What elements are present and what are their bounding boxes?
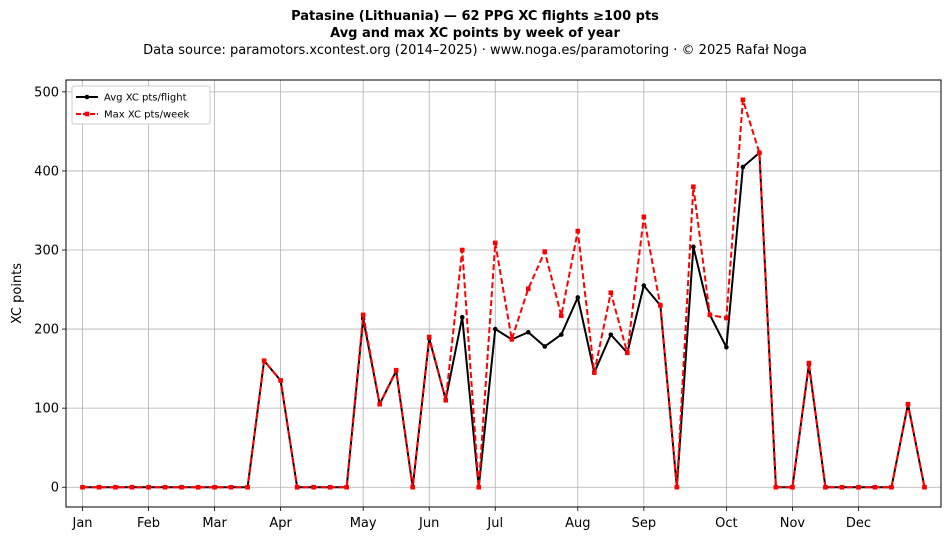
- data-point-max: [443, 397, 449, 403]
- grid-lines: [66, 80, 941, 507]
- legend: Avg XC pts/flight Max XC pts/week: [71, 85, 211, 125]
- data-point-max: [360, 312, 366, 318]
- data-point-max: [393, 367, 399, 373]
- data-point-max: [674, 484, 680, 490]
- data-point-max: [625, 350, 630, 356]
- x-tick-label: Apr: [269, 516, 292, 531]
- data-point-max: [80, 484, 85, 490]
- data-point-max: [773, 484, 779, 490]
- x-tick-label: May: [350, 516, 377, 531]
- data-point-max: [344, 484, 349, 490]
- data-point-max: [96, 484, 102, 490]
- plot-frame: [65, 79, 942, 508]
- data-point-max: [113, 484, 118, 490]
- x-tick-label: Jun: [418, 516, 439, 531]
- y-axis-ticks: 0 100 200 300 400 500: [34, 85, 66, 496]
- data-point-max: [509, 337, 515, 342]
- legend-marker-max: [84, 111, 90, 117]
- x-tick-label: Sep: [632, 516, 657, 531]
- data-point-max: [806, 360, 812, 366]
- x-axis-ticks: Jan Feb Mar Apr May Jun Jul Aug Sep Oct Nov Dec: [71, 507, 871, 531]
- data-point-max: [459, 247, 465, 253]
- x-tick-label: Dec: [846, 516, 871, 531]
- x-tick-label: Jan: [71, 516, 92, 531]
- data-point-max: [856, 484, 861, 490]
- data-point-max: [410, 484, 415, 490]
- data-point-max: [195, 484, 201, 490]
- data-point-max: [542, 249, 548, 254]
- data-point-max: [905, 401, 911, 407]
- data-point-max: [558, 313, 564, 318]
- data-point-max: [691, 184, 696, 190]
- data-point-avg: [724, 344, 729, 350]
- data-point-max: [146, 484, 151, 490]
- data-point-max: [212, 484, 217, 490]
- data-point-avg: [641, 283, 647, 288]
- data-point-max: [707, 312, 713, 318]
- data-point-max: [757, 150, 762, 156]
- data-point-max: [525, 286, 531, 292]
- data-point-max: [162, 484, 168, 490]
- legend-box: [71, 85, 211, 125]
- data-point-avg: [542, 344, 548, 349]
- data-point-max: [608, 290, 614, 296]
- x-tick-label: Oct: [715, 516, 737, 531]
- data-point-max: [377, 401, 382, 407]
- x-tick-label: Mar: [202, 516, 227, 531]
- data-point-max: [278, 378, 283, 383]
- data-point-max: [179, 484, 184, 490]
- legend-label-max: Max XC pts/week: [104, 110, 189, 121]
- series-line-max: [82, 98, 926, 489]
- data-point-avg: [459, 314, 465, 320]
- y-tick-label: 200: [34, 323, 59, 338]
- y-tick-label: 300: [34, 244, 59, 259]
- data-point-max: [261, 358, 267, 364]
- data-point-max: [823, 484, 828, 490]
- chart-titles: Patasine (Lithuania) — 62 PPG XC flights…: [0, 8, 950, 59]
- data-point-avg: [740, 164, 746, 170]
- x-tick-label: Jul: [486, 516, 503, 531]
- data-point-avg: [608, 332, 614, 337]
- legend-marker-avg: [84, 94, 90, 100]
- series-layer: [80, 97, 927, 490]
- data-point-max: [658, 303, 663, 308]
- y-tick-label: 500: [34, 85, 59, 100]
- data-point-max: [592, 370, 597, 375]
- chart-source-note: Data source: paramotors.xcontest.org (20…: [143, 43, 807, 58]
- data-point-max: [724, 315, 729, 321]
- data-point-max: [492, 240, 498, 246]
- data-point-max: [889, 484, 894, 490]
- data-point-max: [294, 484, 300, 490]
- chart-subtitle: Avg and max XC points by week of year: [330, 26, 620, 41]
- y-tick-label: 0: [51, 481, 59, 496]
- x-tick-label: Nov: [780, 516, 806, 531]
- chart-title: Patasine (Lithuania) — 62 PPG XC flights…: [291, 9, 659, 24]
- data-point-max: [641, 214, 647, 220]
- data-point-max: [575, 228, 581, 234]
- data-point-avg: [525, 329, 531, 335]
- data-point-avg: [492, 326, 498, 332]
- legend-label-avg: Avg XC pts/flight: [104, 93, 187, 104]
- x-tick-label: Feb: [137, 516, 160, 531]
- data-point-avg: [691, 244, 696, 250]
- data-point-avg: [575, 295, 581, 300]
- y-tick-label: 400: [34, 164, 59, 179]
- data-point-max: [327, 484, 333, 490]
- y-axis-label: XC points: [10, 263, 25, 324]
- data-point-max: [311, 484, 316, 490]
- data-point-avg: [558, 332, 564, 337]
- data-point-max: [245, 484, 250, 490]
- data-point-max: [922, 484, 927, 490]
- data-point-max: [129, 484, 135, 490]
- x-tick-label: Aug: [565, 516, 590, 531]
- data-point-max: [872, 484, 878, 490]
- data-point-max: [426, 334, 432, 340]
- data-point-max: [228, 484, 234, 490]
- data-point-max: [839, 484, 845, 490]
- data-point-max: [740, 97, 746, 103]
- data-point-max: [790, 484, 795, 490]
- y-tick-label: 100: [34, 402, 59, 417]
- data-point-max: [476, 484, 482, 490]
